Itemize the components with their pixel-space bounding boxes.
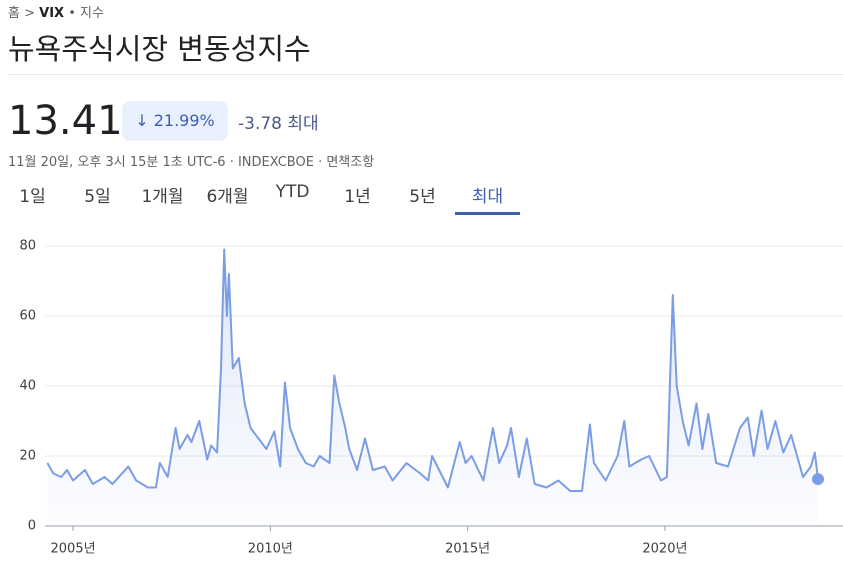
period-label: 최대 xyxy=(287,114,319,134)
price: 13.41 xyxy=(8,98,123,144)
crumb-symbol[interactable]: VIX xyxy=(39,6,65,21)
separator xyxy=(8,74,843,75)
y-tick-label: 20 xyxy=(19,449,36,464)
range-tab[interactable]: 6개월 xyxy=(206,187,249,207)
change-badge: ↓ 21.99% xyxy=(122,101,228,141)
change-value: -3.78 xyxy=(238,114,282,134)
change-percent: 21.99% xyxy=(153,111,215,130)
range-tab[interactable]: 5년 xyxy=(409,187,436,207)
crumb-type: 지수 xyxy=(80,6,104,21)
timestamp-line: 11월 20일, 오후 3시 15분 1초 UTC-6 · INDEXCBOE … xyxy=(8,155,375,170)
area xyxy=(47,249,818,526)
disclaimer[interactable]: 면책조항 xyxy=(326,155,375,170)
y-tick-label: 80 xyxy=(19,239,36,254)
end-point xyxy=(812,473,824,486)
range-tab[interactable]: 최대 xyxy=(455,182,520,215)
breadcrumb: 홈 > VIX • 지수 xyxy=(8,6,104,21)
line xyxy=(46,248,819,492)
range-tabs: 1일 5일 1개월 6개월 YTD 1년 5년 최대 xyxy=(0,182,520,215)
x-tick-label: 2020년 xyxy=(642,542,687,557)
y-tick-label: 0 xyxy=(28,519,36,534)
title: 뉴욕주식시장 변동성지수 xyxy=(8,32,311,66)
range-tab[interactable]: YTD xyxy=(275,182,310,202)
range-tab[interactable]: 1일 xyxy=(19,187,46,207)
x-tick-label: 2015년 xyxy=(445,542,490,557)
change: -3.78 최대 xyxy=(238,109,319,134)
chart: 0 20 40 60 80 2005년 2010년 2015년 2020년 xyxy=(19,239,843,557)
range-tab[interactable]: 1년 xyxy=(344,187,371,207)
timestamp: 11월 20일, 오후 3시 15분 1초 UTC-6 xyxy=(8,155,226,170)
exchange: INDEXCBOE xyxy=(237,155,314,170)
x-tick-label: 2010년 xyxy=(248,542,293,557)
y-tick-label: 60 xyxy=(19,309,36,324)
range-tab[interactable]: 5일 xyxy=(84,187,111,207)
x-tick-label: 2005년 xyxy=(51,542,96,557)
crumb-home[interactable]: 홈 xyxy=(8,6,20,21)
y-tick-label: 40 xyxy=(19,379,36,394)
range-tab[interactable]: 1개월 xyxy=(141,187,184,207)
